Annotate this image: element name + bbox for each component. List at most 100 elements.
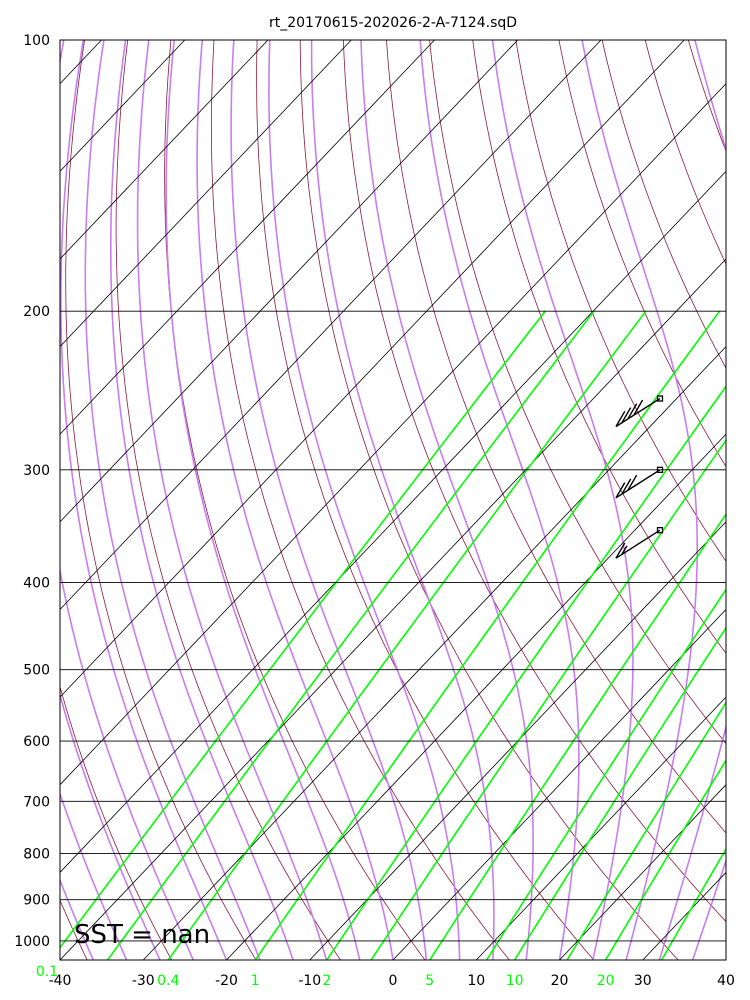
mixing-ratio-line <box>60 310 546 949</box>
isotherm <box>475 696 726 960</box>
wind-barb-feather <box>627 474 638 491</box>
isotherm <box>309 521 726 960</box>
mixing-ratio-line <box>106 310 595 960</box>
isotherm <box>60 40 519 523</box>
moist-adiabat <box>268 40 461 960</box>
plot-frame <box>59 39 727 961</box>
mixing-ratio-label: 20 <box>597 973 615 989</box>
dry-adiabat <box>515 40 726 562</box>
dry-adiabat <box>299 40 679 960</box>
y-tick-label: 400 <box>23 575 50 591</box>
wind-barb-staff <box>615 397 661 428</box>
dry-adiabat <box>558 40 726 468</box>
x-tick-label: -20 <box>215 973 238 989</box>
y-tick-label: 900 <box>23 893 50 909</box>
wind-barb <box>615 395 664 428</box>
wind-barb-feather <box>615 410 626 427</box>
y-tick-label: 600 <box>23 734 50 750</box>
y-tick-label: 100 <box>23 33 50 49</box>
moist-adiabat <box>196 40 394 960</box>
mixing-ratio-line <box>513 626 726 960</box>
y-tick-label: 1000 <box>14 934 50 950</box>
isotherm <box>60 170 726 873</box>
mixing-ratio-line <box>485 588 726 960</box>
dry-adiabat <box>60 685 173 960</box>
dry-adiabat <box>65 40 257 960</box>
moist-adiabat <box>310 40 495 960</box>
isotherm <box>226 433 726 960</box>
mixing-ratio-label: 5 <box>425 973 434 989</box>
wind-barb-station <box>656 527 664 534</box>
y-tick-label: 500 <box>23 663 50 679</box>
moist-adiabat <box>691 858 726 960</box>
mixing-ratio-line <box>429 512 726 960</box>
y-tick-label: 300 <box>23 463 50 479</box>
wind-barb-feather <box>621 407 632 424</box>
moist-adiabat <box>60 40 228 960</box>
isotherm <box>60 40 352 348</box>
mixing-ratio-line <box>326 385 726 960</box>
isotherm <box>142 345 726 960</box>
mixing-ratio-labels: 0.1 0.4 1 2 5 10 20 <box>36 964 615 989</box>
moist-adiabat <box>110 40 294 960</box>
x-tick-label: -10 <box>298 973 321 989</box>
dry-adiabat <box>342 40 726 923</box>
wind-barb-feather <box>621 545 628 555</box>
x-tick-label: -40 <box>49 973 72 989</box>
sst-annotation: SST = nan <box>74 920 210 950</box>
wind-barb-feather <box>633 399 644 416</box>
x-tick-label: 0 <box>389 973 398 989</box>
moist-adiabat <box>360 40 534 960</box>
isotherm <box>60 40 269 260</box>
isotherm <box>60 40 685 698</box>
x-tick-label: 40 <box>717 973 735 989</box>
wind-barb <box>615 527 664 559</box>
mixing-ratio-line <box>604 758 726 960</box>
background-lines <box>60 40 726 960</box>
wind-barb-feather <box>615 482 626 499</box>
mixing-ratio-line <box>566 701 726 960</box>
mixing-ratio-label: 1 <box>251 973 260 989</box>
isotherm <box>60 258 726 960</box>
mixing-ratio-line <box>167 310 647 960</box>
pressure-grid <box>60 310 726 942</box>
dry-adiabat <box>256 40 595 960</box>
x-tick-label: 10 <box>467 973 485 989</box>
y-tick-label: 200 <box>23 304 50 320</box>
isotherm <box>559 784 726 960</box>
wind-barb-station <box>656 466 664 473</box>
y-tick-label: 800 <box>23 847 50 863</box>
wind-barb <box>615 466 664 499</box>
mixing-ratio-label: 10 <box>506 973 524 989</box>
mixing-ratio-label: 0.4 <box>157 973 179 989</box>
moist-adiabat <box>60 692 161 960</box>
moist-adiabat <box>658 40 726 960</box>
dry-adiabat <box>429 40 726 745</box>
mixing-ratio-line <box>254 310 721 960</box>
moist-adiabat <box>165 40 361 960</box>
x-tick-label: 20 <box>551 973 569 989</box>
wind-barb-feather <box>627 403 638 420</box>
dry-adiabat <box>210 40 510 960</box>
wind-barb-feather <box>621 478 632 495</box>
mixing-ratio-label: 2 <box>322 973 331 989</box>
moist-adiabat <box>60 878 95 960</box>
wind-barb-station <box>656 395 664 402</box>
wind-barb-feather <box>615 542 626 559</box>
x-tick-label: 30 <box>634 973 652 989</box>
moist-adiabat <box>419 40 580 960</box>
moist-adiabat <box>84 40 261 960</box>
chart-title: rt_20170615-202026-2-A-7124.sqD <box>269 15 517 31</box>
isotherm <box>392 608 726 960</box>
isotherm <box>60 83 726 786</box>
wind-barbs <box>615 395 664 559</box>
mixing-ratio-line <box>370 438 726 960</box>
y-tick-label: 700 <box>23 794 50 810</box>
isotherm <box>60 40 435 435</box>
mixing-ratio-line <box>660 847 726 960</box>
mixing-ratio-label: 0.1 <box>36 964 58 980</box>
y-axis-ticks: 100 200 300 400 500 600 700 800 900 1000 <box>14 33 50 950</box>
x-tick-label: -30 <box>132 973 155 989</box>
